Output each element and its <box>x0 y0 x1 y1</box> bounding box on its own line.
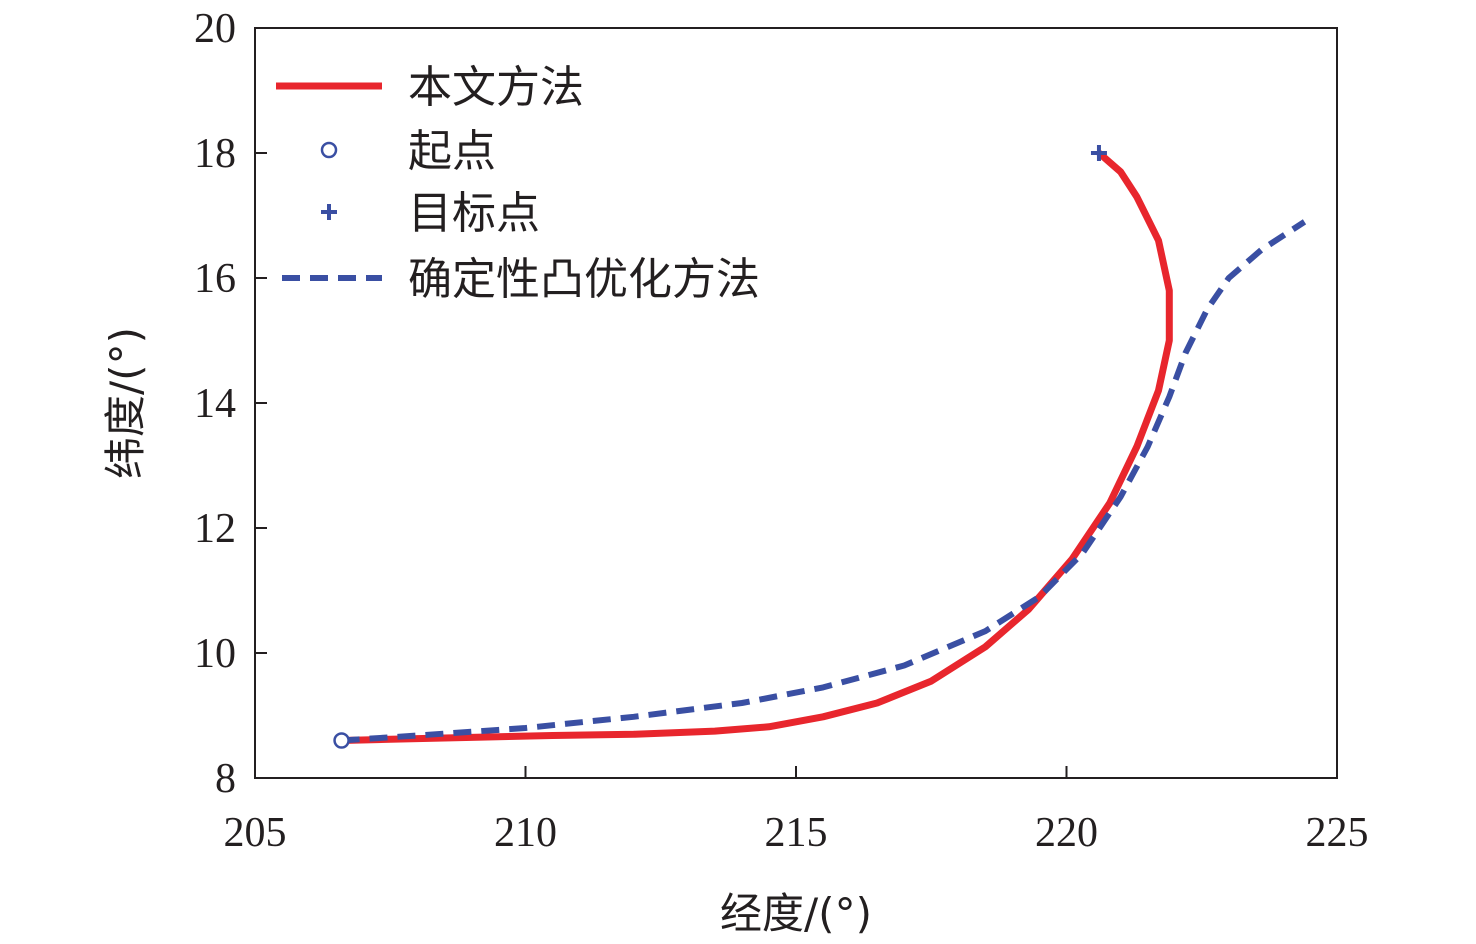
y-tick-label: 14 <box>194 381 236 427</box>
legend-label: 确定性凸优化方法 <box>408 254 760 305</box>
y-tick-label: 16 <box>194 256 236 302</box>
legend-label: 起点 <box>408 126 496 177</box>
legend-swatch-circle <box>320 141 338 159</box>
x-tick-label: 210 <box>494 810 557 856</box>
y-tick-label: 20 <box>194 6 236 52</box>
target-point-marker <box>1090 145 1107 161</box>
series-line-proposed <box>341 150 1173 744</box>
y-tick-label: 10 <box>194 631 236 677</box>
legend-label: 本文方法 <box>408 62 584 113</box>
legend-label: 目标点 <box>408 188 540 239</box>
x-axis: 205 210 215 220 225 <box>224 766 1369 856</box>
y-tick-label: 18 <box>194 131 236 177</box>
x-tick-label: 205 <box>224 810 287 856</box>
start-point-marker <box>333 732 350 749</box>
x-tick-label: 220 <box>1035 810 1098 856</box>
y-tick-label: 8 <box>215 756 236 802</box>
x-tick-label: 215 <box>765 810 828 856</box>
y-axis: 8 10 12 14 16 18 20 <box>194 6 267 802</box>
legend-swatch-plus <box>321 204 337 220</box>
x-tick-label: 225 <box>1306 810 1369 856</box>
y-tick-label: 12 <box>194 506 236 552</box>
y-axis-title: 纬度/(°) <box>101 327 150 479</box>
x-axis-title: 经度/(°) <box>720 889 872 938</box>
